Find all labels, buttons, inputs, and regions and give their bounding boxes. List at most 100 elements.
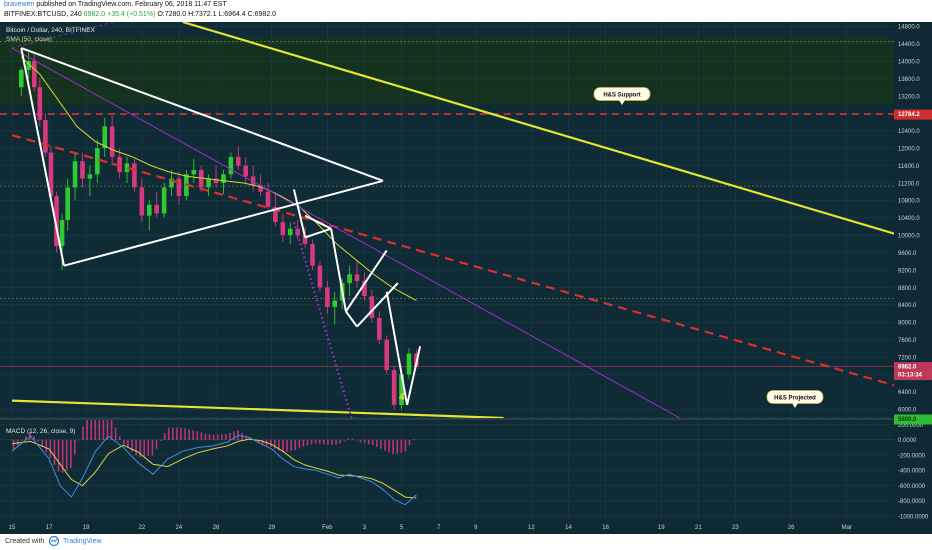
price-tick-label: 11200.0 (898, 181, 920, 187)
candle-body (102, 126, 108, 149)
chart-area[interactable]: H&S Support H&S Projected 4 14800.0 14400.0… (0, 22, 932, 534)
tradingview-logo-icon (48, 536, 60, 546)
macd-histogram-bar (331, 439, 333, 445)
macd-histogram-bar (102, 420, 105, 440)
quote-line: BITFINEX:BTCUSD, 240 6982.0 +35.4 (+0.51… (4, 11, 276, 18)
macd-histogram-bar (180, 427, 182, 440)
candle-body (124, 163, 130, 173)
macd-histogram-bar (12, 439, 15, 450)
macd-histogram-bar (269, 439, 272, 448)
hs-support-label: H&S Support (593, 87, 651, 105)
candle-body (362, 280, 367, 297)
symbol-text: BITFINEX:BTCUSD, 240 (4, 11, 82, 18)
macd-histogram-bar (225, 433, 227, 440)
macd-histogram-bar (184, 428, 186, 440)
macd-histogram-bar (78, 439, 80, 441)
annotation-text: H&S Support (603, 92, 640, 98)
macd-histogram-bar (310, 439, 313, 445)
time-tick-label: 9 (474, 525, 478, 531)
price-tick-label: 9600.0 (898, 251, 917, 257)
macd-histogram-bar (380, 439, 382, 449)
macd-tick-label: -400.0000 (898, 469, 926, 475)
macd-histogram-bar (37, 439, 39, 442)
candle-body (169, 178, 174, 188)
macd-tick-label: 0.0000 (898, 438, 917, 444)
last-price-tag (894, 362, 932, 381)
triangle-lower-line (63, 179, 384, 267)
macd-histogram-bar (388, 439, 390, 453)
pane-divider (0, 418, 894, 420)
macd-histogram-bar (216, 434, 219, 440)
candle-body (310, 243, 315, 266)
price-tick-label: 8800.0 (898, 286, 917, 292)
candle-body (347, 274, 352, 284)
author-link[interactable]: bravewen (4, 1, 35, 8)
macd-histogram-bar (363, 439, 366, 444)
candle-body (43, 119, 48, 153)
macd-histogram-bar (208, 434, 211, 440)
macd-histogram-bar (114, 427, 117, 440)
upper-zone (0, 38, 894, 104)
channel-upper-line (182, 22, 894, 235)
drawings: H&S Support H&S Projected 4 (11, 22, 894, 418)
macd-histogram-bar (25, 436, 27, 440)
macd-histogram-bar (396, 439, 399, 454)
macd-histogram-bar (355, 439, 358, 441)
candle-body (80, 161, 85, 179)
flag-line (345, 310, 358, 328)
labels: Bitcoin / Dollar, 240, BITFINEX SMA (50,… (6, 27, 96, 435)
candle-body (250, 176, 256, 186)
candle-body (213, 178, 219, 184)
hs-projected-label: H&S Projected (766, 390, 824, 408)
flag-line (356, 282, 399, 328)
macd-histogram-bar (86, 420, 88, 440)
price-tick-label: 13200.0 (898, 94, 920, 100)
triangle-left-line (20, 47, 65, 266)
macd-histogram-bar (261, 439, 264, 446)
last-price-text: 6982.0 (83, 11, 106, 18)
price-tick-label: 8400.0 (898, 303, 917, 309)
macd-histogram-bar (143, 439, 146, 457)
candle-body (48, 152, 54, 197)
candle-body (87, 174, 93, 179)
candle-body (273, 206, 278, 223)
macd-histogram-bar (155, 439, 158, 449)
projected-price-tag (894, 414, 932, 425)
candle-body (31, 61, 37, 88)
macd-histogram-bar (367, 439, 370, 445)
macd-histogram-bar (306, 439, 309, 446)
brand-link[interactable]: TradingView (63, 538, 102, 545)
candle-body (154, 204, 159, 214)
candle-body (132, 163, 137, 188)
time-tick-label: 26 (788, 525, 795, 531)
price-tick-label: 14400.0 (898, 42, 920, 48)
candle-body (243, 165, 249, 177)
macd-histogram-bar (339, 439, 341, 444)
time-tick-label: 16 (602, 525, 609, 531)
support-price-tag (894, 109, 932, 120)
footer: Created with TradingView (0, 534, 932, 550)
macd-tick-label: -200.0000 (898, 453, 926, 459)
sma-label: SMA (50, close) (6, 36, 52, 43)
time-tick-label: 21 (695, 525, 702, 531)
candle-body (258, 185, 263, 192)
macd-histogram-bar (118, 436, 121, 440)
macd-histogram-bar (49, 439, 52, 459)
macd-histogram-bar (257, 439, 260, 444)
macd-histogram-bar (131, 439, 133, 452)
sma-line (20, 56, 417, 301)
candle-body (54, 196, 59, 247)
macd-histogram-bar (294, 439, 297, 451)
flag-line (330, 228, 347, 312)
price-tick-label: 9200.0 (898, 268, 917, 274)
candle-body (287, 228, 293, 236)
macd-histogram-bar (318, 439, 321, 444)
macd-histogram-bar (245, 435, 248, 440)
macd-histogram-bar (359, 439, 362, 443)
macd-histogram-bar (229, 432, 231, 440)
macd-histogram-bar (106, 420, 109, 440)
macd-histogram-bar (196, 431, 199, 440)
flag-line (304, 227, 332, 239)
time-tick-label: 23 (732, 525, 739, 531)
